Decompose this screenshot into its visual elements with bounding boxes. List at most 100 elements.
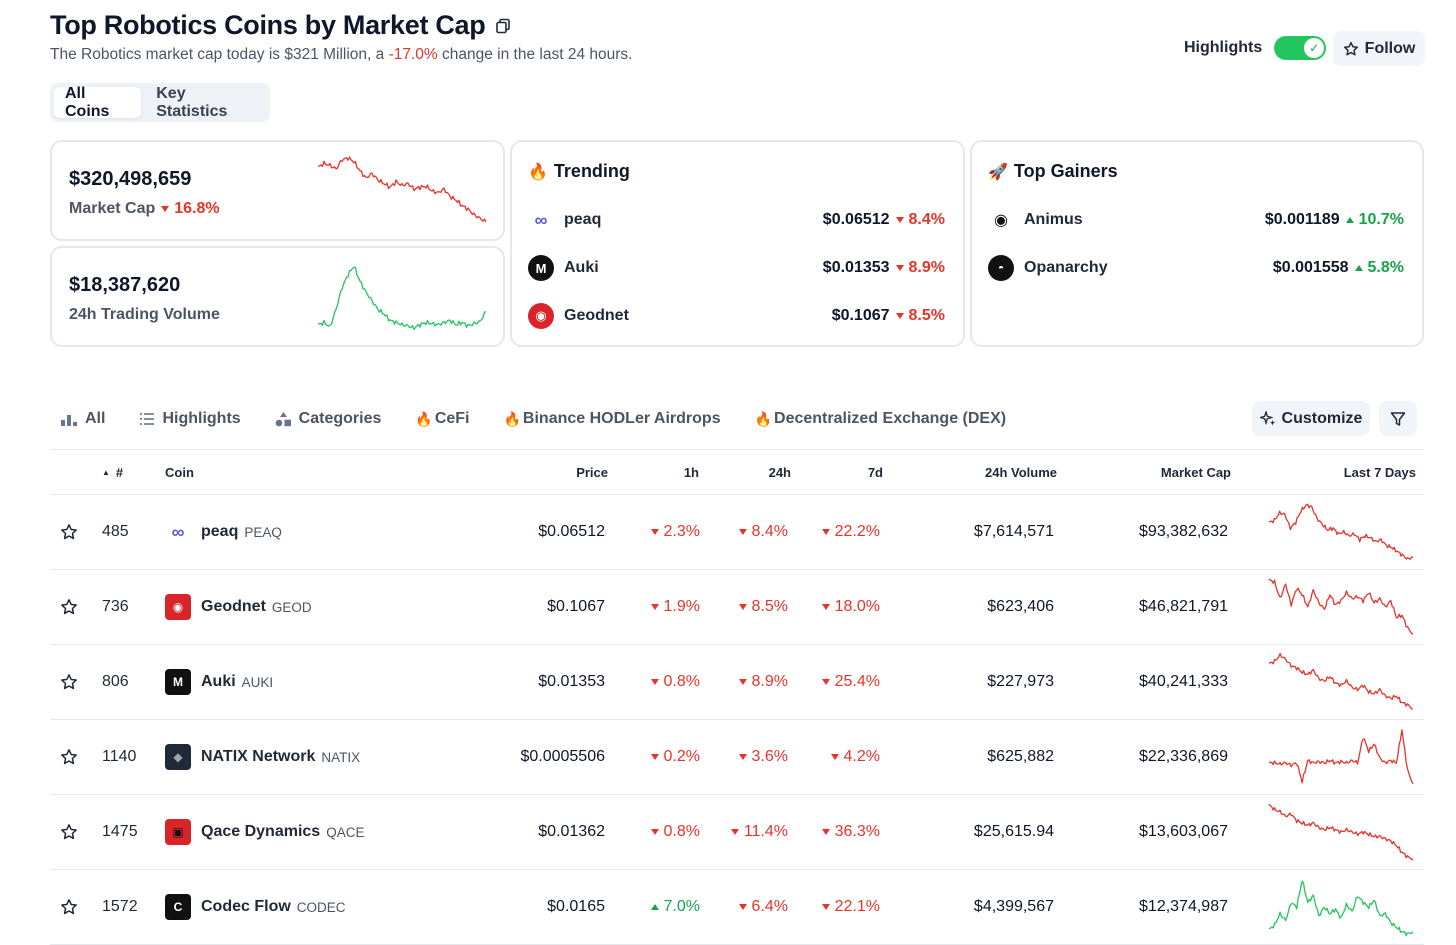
price: $0.01353 bbox=[538, 673, 605, 690]
sparkline-7d bbox=[1268, 578, 1414, 635]
filter-button[interactable] bbox=[1379, 401, 1417, 436]
auki-logo-icon: M bbox=[528, 255, 554, 281]
volume-value: $18,387,620 bbox=[69, 274, 181, 296]
highlights-label: Highlights bbox=[1184, 39, 1263, 56]
favorite-star-icon[interactable] bbox=[60, 645, 80, 719]
table-body: 485 ∞ peaq PEAQ $0.06512 2.3% 8.4% 22.2%… bbox=[50, 495, 1424, 945]
opanarchy-logo-icon: ◓ bbox=[988, 255, 1014, 281]
coin-name[interactable]: Geodnet bbox=[201, 598, 266, 615]
table-row[interactable]: 806 M Auki AUKI $0.01353 0.8% 8.9% 25.4%… bbox=[50, 645, 1424, 720]
filter-tab-categories[interactable]: Categories bbox=[275, 410, 381, 428]
tab-key-statistics[interactable]: Key Statistics bbox=[156, 84, 228, 120]
sparkline-path bbox=[1268, 880, 1414, 936]
filter-tab-all[interactable]: All bbox=[60, 410, 105, 428]
coin-name[interactable]: NATIX Network bbox=[201, 748, 316, 765]
coin-cell[interactable]: ◉ Geodnet GEOD bbox=[165, 570, 465, 644]
coin-logo-icon: ▣ bbox=[165, 819, 191, 845]
coin-logo-icon: ◆ bbox=[165, 744, 191, 770]
trending-item[interactable]: M Auki $0.01353 8.9% bbox=[528, 255, 945, 281]
highlights-toggle[interactable]: ✓ bbox=[1274, 36, 1327, 60]
change-1h: 0.8% bbox=[610, 645, 700, 719]
market-cap-value: $320,498,659 bbox=[69, 168, 192, 190]
geodnet-logo-icon: ◉ bbox=[528, 303, 554, 329]
price: $0.01362 bbox=[538, 823, 605, 840]
trending-item[interactable]: ◉ Geodnet $0.1067 8.5% bbox=[528, 303, 945, 329]
rank: 1475 bbox=[102, 823, 138, 840]
change-arrow-icon bbox=[738, 529, 747, 535]
favorite-star-icon[interactable] bbox=[60, 870, 80, 944]
top-gainers-card[interactable]: 🚀 Top Gainers ◉ Animus $0.001189 10.7% ◓… bbox=[970, 140, 1424, 347]
rocket-icon: 🚀 bbox=[988, 163, 1008, 181]
coin-name[interactable]: peaq bbox=[201, 523, 239, 540]
change-24h: 8.4% bbox=[700, 495, 788, 569]
follow-button[interactable]: Follow bbox=[1333, 31, 1425, 66]
volume-column-header[interactable]: 24h Volume bbox=[984, 464, 1057, 480]
favorite-star-icon[interactable] bbox=[60, 720, 80, 794]
rank: 806 bbox=[102, 673, 129, 690]
change-arrow-icon bbox=[821, 679, 830, 685]
filter-tab-binance-hodler-airdrops[interactable]: 🔥 Binance HODLer Airdrops bbox=[503, 410, 721, 427]
change-arrow-icon bbox=[730, 829, 739, 835]
favorite-star-icon[interactable] bbox=[60, 795, 80, 869]
coin-name[interactable]: Auki bbox=[201, 673, 236, 690]
filter-tab-highlights[interactable]: Highlights bbox=[139, 410, 241, 428]
market-cap: $12,374,987 bbox=[1139, 898, 1228, 915]
favorite-star-icon[interactable] bbox=[60, 495, 80, 569]
trending-card[interactable]: 🔥 Trending ∞ peaq $0.06512 8.4% M Auki $… bbox=[510, 140, 965, 347]
table-row[interactable]: 485 ∞ peaq PEAQ $0.06512 2.3% 8.4% 22.2%… bbox=[50, 495, 1424, 570]
table-row[interactable]: 1572 C Codec Flow CODEC $0.0165 7.0% 6.4… bbox=[50, 870, 1424, 945]
coin-cell[interactable]: ◆ NATIX Network NATIX bbox=[165, 720, 465, 794]
page-title: Top Robotics Coins by Market Cap bbox=[50, 10, 511, 41]
filter-icon bbox=[1390, 411, 1406, 426]
table-row[interactable]: 736 ◉ Geodnet GEOD $0.1067 1.9% 8.5% 18.… bbox=[50, 570, 1424, 645]
copy-icon[interactable] bbox=[495, 18, 511, 34]
change-arrow-icon bbox=[821, 904, 830, 910]
coin-logo-icon: ∞ bbox=[165, 519, 191, 545]
favorite-star-icon[interactable] bbox=[60, 570, 80, 644]
top-gainers-title: 🚀 Top Gainers bbox=[988, 161, 1118, 181]
rank-column-header[interactable]: ▲ # bbox=[102, 464, 124, 480]
table-row[interactable]: 1475 ▣ Qace Dynamics QACE $0.01362 0.8% … bbox=[50, 795, 1424, 870]
coin-logo-icon: C bbox=[165, 894, 191, 920]
coin-cell[interactable]: ▣ Qace Dynamics QACE bbox=[165, 795, 465, 869]
rank: 736 bbox=[102, 598, 129, 615]
1h-column-header[interactable]: 1h bbox=[683, 464, 699, 480]
trending-item[interactable]: ∞ peaq $0.06512 8.4% bbox=[528, 207, 945, 233]
coin-cell[interactable]: C Codec Flow CODEC bbox=[165, 870, 465, 944]
star-icon bbox=[1343, 41, 1358, 55]
table-row[interactable]: 1140 ◆ NATIX Network NATIX $0.0005506 0.… bbox=[50, 720, 1424, 795]
change-1h: 0.2% bbox=[610, 720, 700, 794]
coin-name[interactable]: Codec Flow bbox=[201, 898, 291, 915]
volume-card[interactable]: $18,387,620 24h Trading Volume bbox=[50, 246, 505, 347]
volume-label: 24h Trading Volume bbox=[69, 306, 220, 323]
list-icon bbox=[140, 413, 155, 425]
7d-column-header[interactable]: 7d bbox=[867, 464, 883, 480]
change-7d: 18.0% bbox=[790, 570, 880, 644]
coin-cell[interactable]: ∞ peaq PEAQ bbox=[165, 495, 465, 569]
coin-column-header[interactable]: Coin bbox=[165, 464, 194, 480]
sparkline-path bbox=[317, 156, 487, 223]
tab-all-coins[interactable]: All Coins bbox=[54, 85, 142, 120]
customize-button[interactable]: Customize bbox=[1252, 401, 1370, 436]
change-7d: 4.2% bbox=[790, 720, 880, 794]
sparkline-path bbox=[317, 266, 487, 330]
filter-tab-cefi[interactable]: 🔥 CeFi bbox=[415, 410, 470, 427]
price: $0.0165 bbox=[547, 898, 605, 915]
filter-tab-dex[interactable]: 🔥 Decentralized Exchange (DEX) bbox=[754, 410, 1007, 427]
market-cap: $40,241,333 bbox=[1139, 673, 1228, 690]
change-arrow-icon bbox=[650, 829, 659, 835]
market-cap-card[interactable]: $320,498,659 Market Cap 16.8% bbox=[50, 140, 505, 241]
gainer-item[interactable]: ◉ Animus $0.001189 10.7% bbox=[988, 207, 1404, 233]
coin-name[interactable]: Qace Dynamics bbox=[201, 823, 321, 840]
sort-asc-icon: ▲ bbox=[102, 467, 110, 477]
fire-icon: 🔥 bbox=[503, 410, 521, 427]
24h-column-header[interactable]: 24h bbox=[768, 464, 791, 480]
gainer-item[interactable]: ◓ Opanarchy $0.001558 5.8% bbox=[988, 255, 1404, 281]
trending-title: 🔥 Trending bbox=[528, 161, 630, 181]
price-column-header[interactable]: Price bbox=[576, 464, 608, 480]
sparkline-7d bbox=[1268, 503, 1414, 560]
market-cap-column-header[interactable]: Market Cap bbox=[1160, 464, 1231, 480]
sparkline-7d bbox=[1268, 653, 1414, 710]
coin-cell[interactable]: M Auki AUKI bbox=[165, 645, 465, 719]
volume-24h: $227,973 bbox=[987, 673, 1054, 690]
